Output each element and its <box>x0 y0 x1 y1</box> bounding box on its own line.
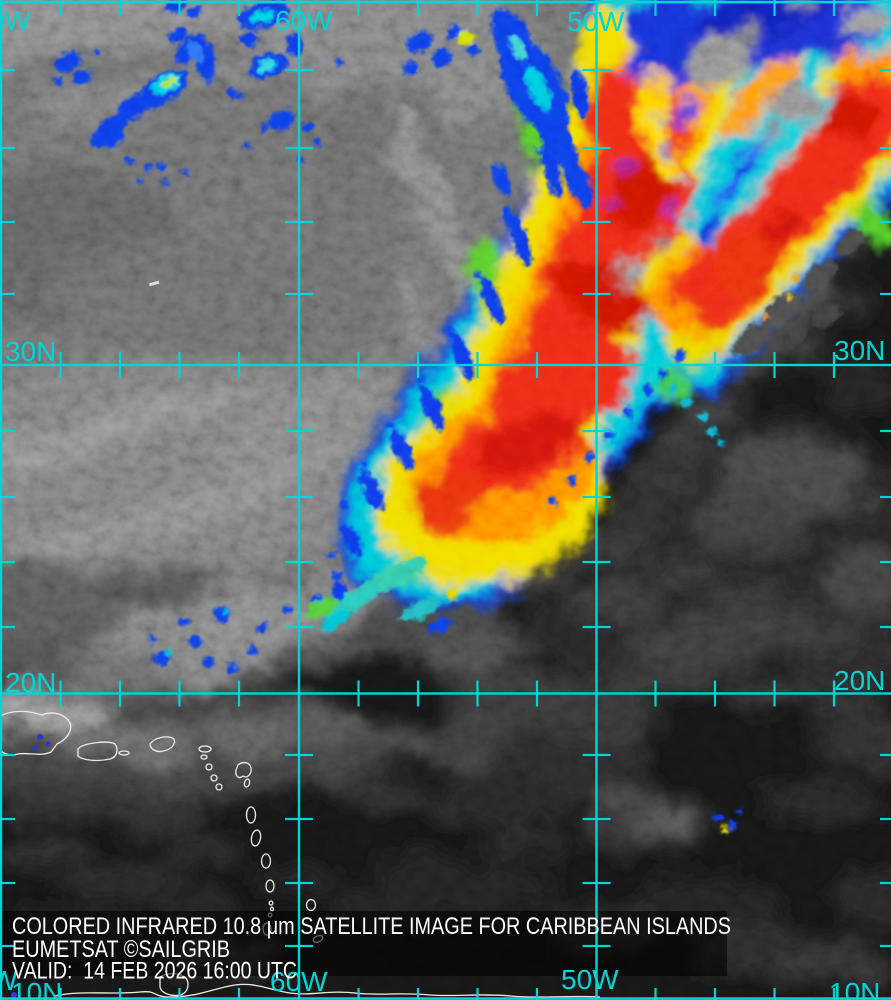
svg-text:VALID: 14 FEB 2026 16:00 UTC: VALID: 14 FEB 2026 16:00 UTC <box>12 958 297 985</box>
svg-text:COLORED INFRARED 10.8 μm SATEL: COLORED INFRARED 10.8 μm SATELLITE IMAGE… <box>12 913 731 940</box>
svg-text:60W: 60W <box>275 5 333 36</box>
svg-text:30N: 30N <box>834 335 885 366</box>
svg-text:70W: 70W <box>0 5 31 36</box>
svg-text:50W: 50W <box>567 6 625 37</box>
svg-text:70W: 70W <box>0 965 18 996</box>
svg-text:10N: 10N <box>11 977 62 1000</box>
svg-text:30N: 30N <box>5 336 56 367</box>
svg-text:EUMETSAT ©SAILGRIB: EUMETSAT ©SAILGRIB <box>12 936 230 963</box>
svg-text:20N: 20N <box>5 667 56 698</box>
svg-text:60W: 60W <box>270 966 328 997</box>
svg-text:20N: 20N <box>834 665 885 696</box>
svg-text:10N: 10N <box>829 977 880 1000</box>
svg-text:50W: 50W <box>561 964 619 995</box>
